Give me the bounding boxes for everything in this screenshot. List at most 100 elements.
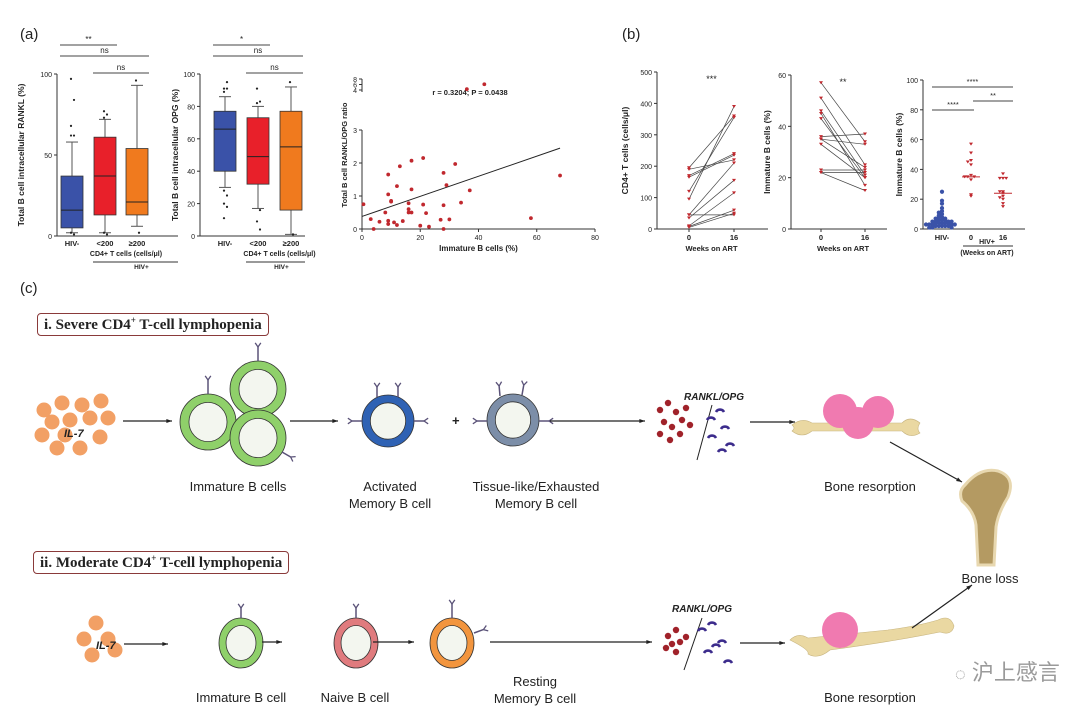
dot-hiv-neg [943,223,948,229]
scatter-point [406,207,411,212]
antibody-arm [472,420,478,425]
paired-line [688,162,735,216]
paired-line [820,133,866,137]
outlier-point [225,194,229,197]
il7-particle [49,440,65,456]
il7-particle [36,402,52,418]
y-tick-label: 80 [187,104,195,111]
y-tick-label: 200 [640,164,652,171]
group2-label: HIV+ [134,264,149,271]
scatter-point [421,202,426,207]
outlier-point [102,110,106,113]
dot-hiv-neg [939,223,945,229]
scatter-point [389,199,394,204]
arrow-2c-head [408,639,414,645]
scatter-point [464,87,469,92]
antibody-arm [448,599,453,605]
point-week16 [732,153,736,157]
outlier-point [288,81,292,84]
dot-hiv-neg [936,223,941,229]
rankl-particle [664,632,672,640]
scatter-point [529,216,533,221]
dot-hiv-neg [939,201,945,206]
point-week16 [732,158,736,162]
arrow-2d-head [646,639,652,645]
x-tick-label: <200 [250,239,267,248]
scatter-point [409,187,414,192]
rankl-particle [662,644,670,652]
outlier-point [72,233,76,236]
significance-label: ns [117,63,125,72]
scatter-point [361,202,366,207]
point-week16 [732,105,736,109]
outlier-point [105,233,109,236]
arrow-2f-head [966,585,972,590]
rankl-particle [668,640,676,648]
antibody-arm [495,381,500,387]
outlier-point [72,134,76,137]
point-week0 [819,171,823,175]
antibody-arm [548,417,554,422]
paired-line [688,154,735,178]
arrow-1e [889,441,963,483]
y-tick-label: 3 [353,128,357,135]
dot-hiv-neg [927,222,932,227]
antibody-arm [548,420,554,425]
point-week0 [819,109,823,113]
antibody-arm [355,603,360,609]
scatter-point [395,223,399,227]
box-<200 [246,117,270,185]
y-tick-label: 40 [778,124,786,131]
point-week16 [863,165,867,169]
immature-b-cell-3-nucleus [238,417,278,458]
scatter-point [406,201,411,206]
correlation-annotation: r = 0.3204; P = 0.0438 [432,88,507,97]
antibody-arm [482,625,487,630]
rankl-particle [656,406,664,414]
antibody-arm [207,375,212,381]
point-week16 [863,183,867,187]
outlier-point [258,228,262,231]
paired-line [688,115,735,168]
opg-particle [706,621,718,626]
point-week16 [863,189,867,192]
outlier-point [291,233,295,236]
x-tick-label: 20 [416,235,424,242]
antibody [498,385,501,397]
y-tick-label: 40 [910,167,918,174]
scatter-point [409,210,414,215]
antibody-arm [347,417,353,422]
x-tick-label: HIV- [935,233,950,242]
outlier-point [69,77,73,80]
dot-hiv-neg [936,217,941,223]
outlier-point [69,124,73,127]
opg-particle [716,448,728,453]
arrow-1c-head [639,418,645,424]
opg-particle [702,649,714,654]
arrow-2a-head [162,641,168,647]
arrow-2b-head [276,639,282,645]
point-week16 [732,211,736,215]
ratio-label-2: RANKL/OPG [672,604,732,615]
y-tick-label: 6 [353,83,357,90]
outlier-point [102,116,106,119]
dot-hiv-neg [933,223,938,229]
il7-particle [107,642,123,658]
scatter-point [383,210,388,215]
point-week16 [863,163,867,167]
point-week0 [687,175,691,179]
antibody-arm [394,382,399,388]
y-axis-label: CD4+ T cells (cells/μl) [620,107,630,195]
caption-bone-loss: Bone loss [961,571,1019,586]
point-week16 [863,176,867,180]
dot-hiv-neg [939,209,945,214]
chart-b3: 0 20 40 60 80 100 Immature B cells (%) HIV- 0 16 H… [894,77,1025,257]
rankl-particle [676,430,684,438]
point-week16 [732,114,736,118]
point-week0 [819,135,823,139]
section1-title: i. Severe CD4+ T-cell lymphopenia [37,313,269,336]
group2-label: HIV+ [274,264,289,271]
dot-hiv-neg [952,222,957,227]
x-tick-label: 40 [475,235,483,242]
point-week0 [687,225,691,229]
